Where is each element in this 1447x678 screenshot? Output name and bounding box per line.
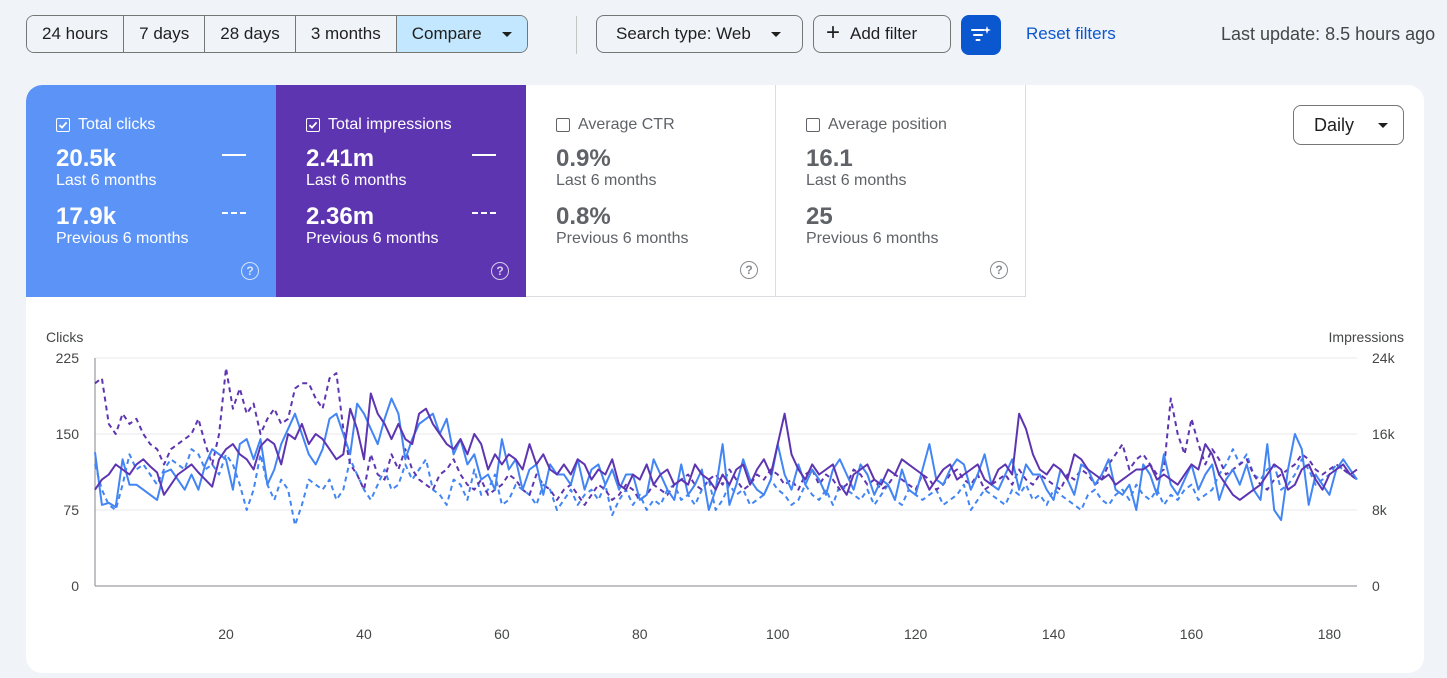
top-toolbar: 24 hours 7 days 28 days 3 months Compare…: [0, 0, 1447, 70]
metric-header: Total impressions: [306, 115, 526, 135]
performance-chart: 0 0 75 8k 150 16k 225 24k Clicks Impressions 20 40 6…: [46, 329, 1404, 642]
x-tick-label: 80: [632, 626, 648, 642]
help-icon[interactable]: ?: [241, 262, 259, 280]
legend-dashed-line: [222, 212, 246, 214]
x-tick-label: 100: [766, 626, 790, 642]
x-tick-label: 60: [494, 626, 510, 642]
ai-filter-button[interactable]: [961, 15, 1001, 55]
toolbar-divider: [576, 16, 577, 54]
metric-header: Average position: [806, 115, 1025, 135]
range-24-hours-button[interactable]: 24 hours: [27, 16, 125, 52]
x-tick-label: 180: [1318, 626, 1342, 642]
metric-prev-value: 2.36m: [306, 203, 375, 230]
metric-average-ctr[interactable]: Average CTR 0.9% Last 6 months 0.8% Prev…: [526, 85, 776, 297]
metric-label: Average CTR: [578, 116, 675, 133]
help-icon[interactable]: ?: [491, 262, 509, 280]
x-tick-label: 140: [1042, 626, 1066, 642]
range-7-days-button[interactable]: 7 days: [124, 16, 206, 52]
checkbox-unchecked-icon[interactable]: [556, 118, 570, 132]
metric-period: Last 6 months: [306, 172, 407, 189]
metric-value: 0.9%: [556, 145, 611, 172]
checkbox-checked-icon[interactable]: [56, 118, 70, 132]
checkbox-unchecked-icon[interactable]: [806, 118, 820, 132]
add-filter-button[interactable]: + Add filter: [813, 15, 951, 53]
y-tick-label-left: 75: [63, 502, 79, 518]
chart-series: [94, 367, 1358, 527]
series-line-total-impressions: [94, 392, 1358, 501]
add-filter-label: Add filter: [850, 24, 918, 43]
metric-label: Total impressions: [328, 116, 452, 133]
legend-solid-line: [222, 154, 246, 156]
metric-period: Last 6 months: [556, 172, 657, 189]
chevron-down-icon: [501, 31, 512, 37]
legend-dashed-line: [472, 212, 496, 214]
granularity-dropdown[interactable]: Daily: [1293, 105, 1404, 145]
series-line-total-clicks-previous: [94, 448, 1358, 527]
metric-total-impressions[interactable]: Total impressions 2.41m Last 6 months 2.…: [276, 85, 526, 297]
metric-prev-period: Previous 6 months: [806, 230, 939, 247]
metric-prev-period: Previous 6 months: [306, 230, 439, 247]
y-tick-label-right: 16k: [1372, 426, 1396, 442]
help-icon[interactable]: ?: [990, 261, 1008, 279]
range-28-days-button[interactable]: 28 days: [205, 16, 296, 52]
metric-total-clicks[interactable]: Total clicks 20.5k Last 6 months 17.9k P…: [26, 85, 276, 297]
y-axis-label-left: Clicks: [46, 329, 83, 345]
metric-prev-period: Previous 6 months: [556, 230, 689, 247]
checkbox-checked-icon[interactable]: [306, 118, 320, 132]
range-3-months-button[interactable]: 3 months: [295, 16, 397, 52]
metric-period: Last 6 months: [806, 172, 907, 189]
performance-card: Total clicks 20.5k Last 6 months 17.9k P…: [26, 85, 1424, 673]
x-tick-label: 20: [218, 626, 234, 642]
plus-icon: +: [826, 18, 841, 46]
metric-value: 16.1: [806, 145, 853, 172]
x-tick-label: 120: [904, 626, 928, 642]
filter-sparkle-icon: [971, 26, 991, 41]
legend-solid-line: [472, 154, 496, 156]
metric-label: Average position: [828, 116, 947, 133]
metric-value: 2.41m: [306, 145, 375, 172]
y-tick-label-right: 8k: [1372, 502, 1388, 518]
metric-prev-value: 0.8%: [556, 203, 611, 230]
y-tick-label-left: 150: [56, 426, 80, 442]
compare-button[interactable]: Compare: [396, 16, 527, 52]
y-tick-label-left: 225: [56, 350, 80, 366]
x-tick-label: 160: [1180, 626, 1204, 642]
chart-labels: 0 0 75 8k 150 16k 225 24k Clicks Impressions 20 40 6…: [46, 329, 1404, 642]
metric-period: Last 6 months: [56, 172, 157, 189]
y-axis-label-right: Impressions: [1329, 329, 1404, 345]
chevron-down-icon: [1378, 122, 1389, 128]
metric-value: 20.5k: [56, 145, 117, 172]
y-tick-label-right: 0: [1372, 578, 1380, 594]
y-tick-label-left: 0: [71, 578, 79, 594]
x-tick-label: 40: [356, 626, 372, 642]
search-type-label: Search type: Web: [616, 24, 751, 43]
series-line-total-clicks: [94, 397, 1358, 522]
reset-filters-link[interactable]: Reset filters: [1026, 24, 1116, 43]
metric-average-position[interactable]: Average position 16.1 Last 6 months 25 P…: [776, 85, 1026, 297]
metric-label: Total clicks: [78, 116, 156, 133]
search-type-dropdown[interactable]: Search type: Web: [596, 15, 803, 53]
granularity-label: Daily: [1314, 114, 1355, 135]
help-icon[interactable]: ?: [740, 261, 758, 279]
metric-prev-value: 17.9k: [56, 203, 117, 230]
metric-header: Total clicks: [56, 115, 276, 135]
last-update-text: Last update: 8.5 hours ago: [1221, 24, 1436, 44]
metric-prev-value: 25: [806, 203, 833, 230]
metric-header: Average CTR: [556, 115, 775, 135]
metric-prev-period: Previous 6 months: [56, 230, 189, 247]
chevron-down-icon: [770, 31, 781, 37]
date-range-selector: 24 hours 7 days 28 days 3 months Compare: [26, 15, 528, 53]
compare-label: Compare: [411, 24, 482, 43]
y-tick-label-right: 24k: [1372, 350, 1396, 366]
